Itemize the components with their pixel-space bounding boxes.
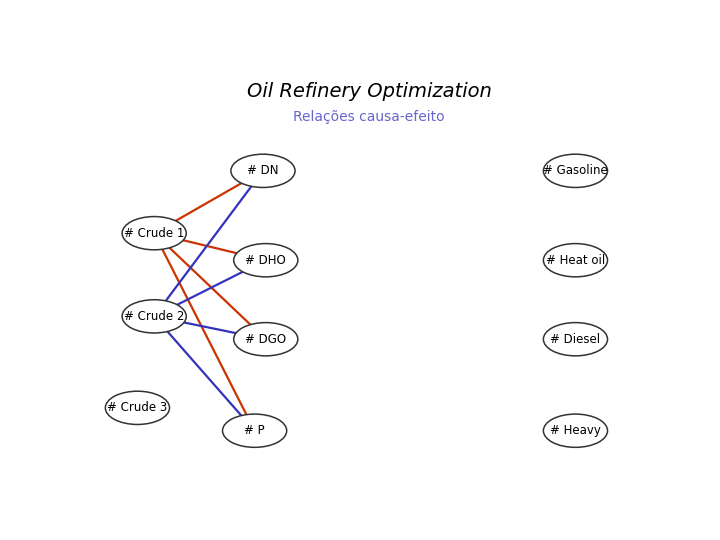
Ellipse shape: [231, 154, 295, 187]
Text: # Heat oil: # Heat oil: [546, 254, 605, 267]
Ellipse shape: [222, 414, 287, 447]
Text: # P: # P: [244, 424, 265, 437]
Text: # Crude 1: # Crude 1: [124, 227, 184, 240]
Ellipse shape: [122, 217, 186, 250]
Ellipse shape: [544, 322, 608, 356]
Ellipse shape: [105, 391, 169, 424]
Text: Relações causa-efeito: Relações causa-efeito: [293, 110, 445, 124]
Ellipse shape: [544, 244, 608, 277]
Text: Oil Refinery Optimization: Oil Refinery Optimization: [246, 82, 492, 102]
Ellipse shape: [122, 300, 186, 333]
Text: # Crude 2: # Crude 2: [124, 310, 184, 323]
Text: # DHO: # DHO: [246, 254, 286, 267]
Text: # Heavy: # Heavy: [550, 424, 601, 437]
Ellipse shape: [544, 414, 608, 447]
Text: # Diesel: # Diesel: [550, 333, 600, 346]
Ellipse shape: [234, 322, 298, 356]
Ellipse shape: [234, 244, 298, 277]
Text: # Crude 3: # Crude 3: [107, 401, 168, 414]
Text: # Gasoline: # Gasoline: [543, 164, 608, 177]
Ellipse shape: [544, 154, 608, 187]
Text: # DGO: # DGO: [246, 333, 287, 346]
Text: # DN: # DN: [247, 164, 279, 177]
